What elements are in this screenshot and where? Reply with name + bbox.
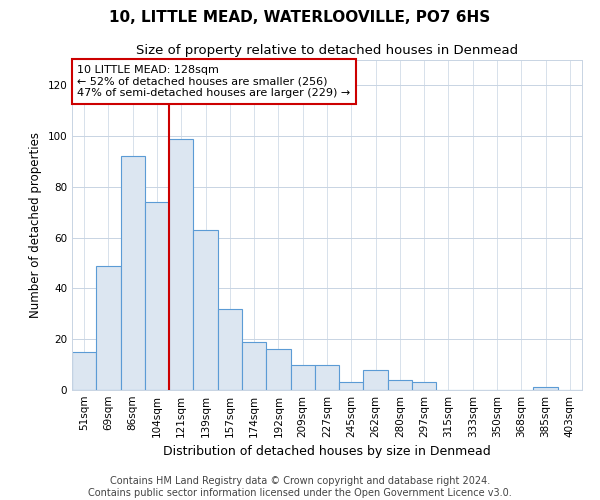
Bar xyxy=(145,202,169,390)
Bar xyxy=(290,364,315,390)
Bar xyxy=(121,156,145,390)
Title: Size of property relative to detached houses in Denmead: Size of property relative to detached ho… xyxy=(136,44,518,58)
Text: Contains HM Land Registry data © Crown copyright and database right 2024.
Contai: Contains HM Land Registry data © Crown c… xyxy=(88,476,512,498)
Text: 10, LITTLE MEAD, WATERLOOVILLE, PO7 6HS: 10, LITTLE MEAD, WATERLOOVILLE, PO7 6HS xyxy=(109,10,491,25)
Bar xyxy=(218,309,242,390)
Bar xyxy=(96,266,121,390)
Bar xyxy=(364,370,388,390)
Bar xyxy=(315,364,339,390)
Bar xyxy=(339,382,364,390)
X-axis label: Distribution of detached houses by size in Denmead: Distribution of detached houses by size … xyxy=(163,446,491,458)
Bar xyxy=(169,138,193,390)
Bar xyxy=(388,380,412,390)
Bar xyxy=(242,342,266,390)
Bar xyxy=(412,382,436,390)
Bar xyxy=(533,388,558,390)
Bar xyxy=(193,230,218,390)
Bar xyxy=(72,352,96,390)
Y-axis label: Number of detached properties: Number of detached properties xyxy=(29,132,42,318)
Text: 10 LITTLE MEAD: 128sqm
← 52% of detached houses are smaller (256)
47% of semi-de: 10 LITTLE MEAD: 128sqm ← 52% of detached… xyxy=(77,65,350,98)
Bar xyxy=(266,350,290,390)
